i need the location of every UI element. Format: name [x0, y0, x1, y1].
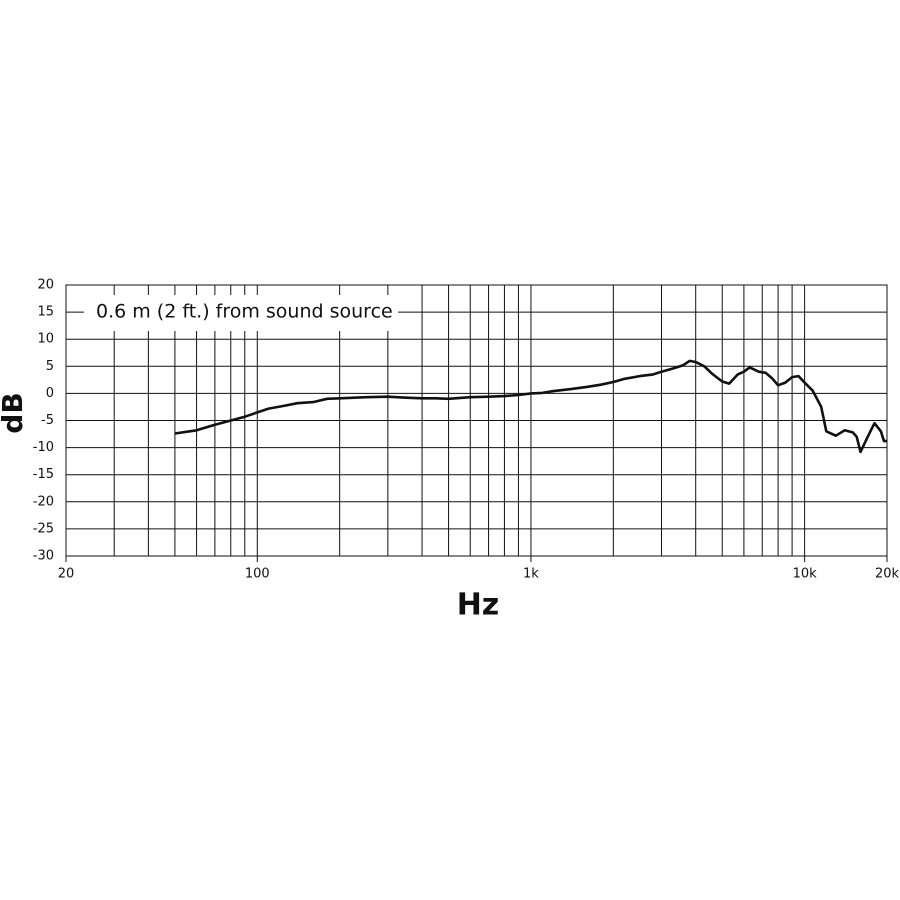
x-tick-label: 20k [875, 567, 900, 582]
y-tick-label: 5 [46, 359, 54, 374]
y-tick-label: 15 [37, 305, 54, 320]
y-tick-label: -15 [33, 467, 54, 482]
y-tick-label: -20 [33, 494, 54, 509]
y-tick-label: -30 [33, 549, 54, 564]
x-tick-label: 10k [793, 567, 818, 582]
x-tick-label: 1k [523, 567, 539, 582]
y-tick-label: 10 [37, 332, 54, 347]
annotation: 0.6 m (2 ft.) from sound source [96, 301, 393, 323]
y-axis-label: dB [0, 392, 29, 433]
y-tick-label: 20 [37, 278, 54, 293]
y-tick-label: -5 [41, 413, 54, 428]
annotation-box [84, 295, 398, 331]
x-tick-label: 20 [58, 567, 75, 582]
y-tick-label: -25 [33, 521, 54, 536]
x-axis-label: Hz [457, 588, 500, 623]
y-tick-label: 0 [46, 386, 54, 401]
plot-frame [65, 284, 888, 557]
x-tick-label: 100 [245, 567, 270, 582]
response-line [174, 359, 887, 454]
y-tick-label: -10 [33, 440, 54, 455]
